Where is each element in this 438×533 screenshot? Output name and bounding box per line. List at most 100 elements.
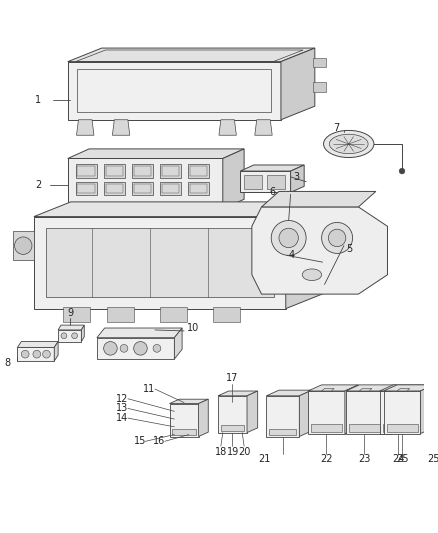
Polygon shape: [380, 385, 430, 391]
Text: 11: 11: [143, 384, 155, 394]
Text: 19: 19: [227, 447, 239, 457]
Bar: [188, 182, 209, 195]
Polygon shape: [54, 342, 58, 361]
Bar: [134, 166, 151, 176]
Text: 3: 3: [293, 172, 300, 182]
Polygon shape: [221, 425, 244, 431]
Polygon shape: [97, 328, 182, 338]
Polygon shape: [313, 82, 326, 92]
Circle shape: [21, 350, 29, 358]
Polygon shape: [383, 385, 396, 434]
Polygon shape: [417, 385, 430, 434]
Text: 13: 13: [116, 403, 128, 414]
Text: 10: 10: [187, 323, 199, 333]
Polygon shape: [290, 165, 304, 192]
Bar: [188, 164, 209, 178]
Text: 25: 25: [396, 454, 409, 464]
Polygon shape: [308, 391, 345, 434]
Polygon shape: [198, 399, 208, 437]
Bar: [78, 166, 95, 176]
Bar: [134, 184, 151, 193]
Polygon shape: [170, 399, 208, 403]
Text: 6: 6: [269, 188, 276, 197]
Polygon shape: [266, 390, 312, 396]
Polygon shape: [174, 328, 182, 359]
Bar: [162, 166, 179, 176]
Circle shape: [328, 229, 346, 247]
Polygon shape: [240, 165, 304, 171]
Polygon shape: [261, 191, 376, 207]
Circle shape: [321, 222, 353, 253]
Polygon shape: [46, 228, 274, 297]
Polygon shape: [68, 158, 223, 209]
Circle shape: [72, 333, 78, 338]
Text: 22: 22: [321, 454, 333, 464]
Text: 20: 20: [238, 447, 251, 457]
Polygon shape: [97, 338, 174, 359]
Polygon shape: [18, 342, 58, 348]
Polygon shape: [18, 348, 54, 361]
Circle shape: [134, 342, 147, 355]
Bar: [106, 166, 123, 176]
Text: 14: 14: [116, 413, 128, 423]
Text: 9: 9: [68, 309, 74, 319]
Polygon shape: [173, 429, 196, 434]
Bar: [160, 182, 181, 195]
Bar: [76, 164, 97, 178]
Ellipse shape: [302, 269, 321, 280]
Polygon shape: [386, 424, 417, 432]
Bar: [106, 184, 123, 193]
Polygon shape: [345, 385, 358, 434]
Text: 2: 2: [35, 180, 41, 190]
Text: 21: 21: [259, 454, 271, 464]
Polygon shape: [34, 216, 286, 309]
Polygon shape: [319, 231, 342, 260]
Polygon shape: [299, 390, 312, 437]
Polygon shape: [255, 120, 272, 135]
Polygon shape: [58, 325, 84, 330]
Polygon shape: [420, 385, 434, 434]
Polygon shape: [349, 424, 380, 432]
Text: 7: 7: [333, 124, 339, 133]
Polygon shape: [68, 48, 315, 62]
Bar: [190, 166, 207, 176]
Text: 12: 12: [116, 394, 129, 403]
Polygon shape: [428, 389, 438, 391]
Polygon shape: [219, 120, 237, 135]
Bar: [78, 184, 95, 193]
Polygon shape: [247, 391, 258, 433]
Polygon shape: [321, 389, 334, 391]
Text: 1: 1: [35, 95, 41, 106]
Text: 23: 23: [358, 454, 371, 464]
Text: 16: 16: [153, 437, 165, 446]
Text: 18: 18: [215, 447, 227, 457]
Text: 5: 5: [346, 244, 352, 254]
Text: 8: 8: [5, 358, 11, 368]
Text: 4: 4: [289, 251, 295, 260]
Polygon shape: [77, 120, 94, 135]
Bar: [132, 182, 153, 195]
Circle shape: [14, 237, 32, 254]
Polygon shape: [170, 403, 198, 437]
Bar: [190, 184, 207, 193]
Bar: [104, 164, 125, 178]
Bar: [63, 306, 90, 322]
Bar: [213, 306, 240, 322]
Circle shape: [61, 333, 67, 338]
Polygon shape: [252, 207, 388, 294]
Text: 15: 15: [134, 437, 146, 446]
Polygon shape: [269, 429, 297, 434]
Text: 17: 17: [226, 374, 238, 383]
Bar: [104, 182, 125, 195]
Bar: [106, 306, 134, 322]
Bar: [160, 306, 187, 322]
Bar: [132, 164, 153, 178]
Polygon shape: [240, 171, 290, 192]
Bar: [244, 175, 261, 189]
Polygon shape: [218, 396, 247, 433]
Polygon shape: [286, 202, 322, 309]
Polygon shape: [81, 325, 84, 342]
Polygon shape: [281, 48, 315, 120]
Polygon shape: [13, 231, 34, 260]
Polygon shape: [384, 391, 420, 434]
